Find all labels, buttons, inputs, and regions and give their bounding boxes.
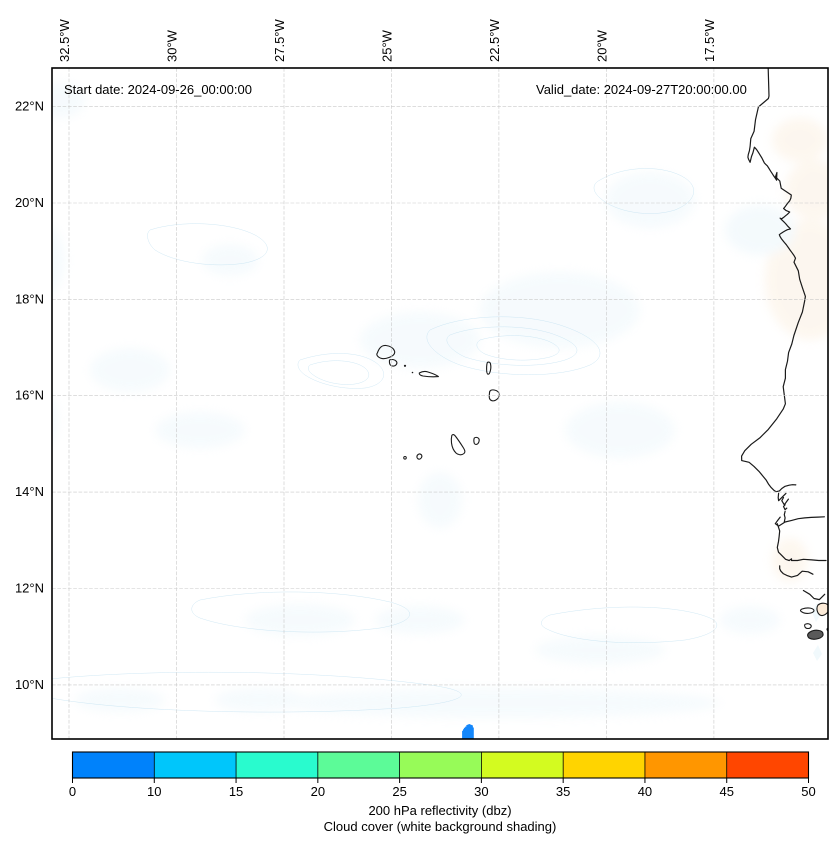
- svg-text:Cloud cover (white background: Cloud cover (white background shading): [324, 819, 557, 834]
- svg-text:17.5°W: 17.5°W: [702, 18, 717, 62]
- svg-text:Start date: 2024-09-26_00:00:0: Start date: 2024-09-26_00:00:00: [64, 82, 252, 97]
- svg-text:200 hPa reflectivity (dbz): 200 hPa reflectivity (dbz): [368, 803, 511, 818]
- svg-text:0: 0: [69, 784, 76, 799]
- svg-text:18°N: 18°N: [15, 291, 44, 306]
- svg-text:45: 45: [719, 784, 733, 799]
- svg-text:20°N: 20°N: [15, 195, 44, 210]
- svg-text:22°N: 22°N: [15, 99, 44, 114]
- svg-text:32.5°W: 32.5°W: [57, 18, 72, 62]
- svg-text:Valid_date: 2024-09-27T20:00:0: Valid_date: 2024-09-27T20:00:00.00: [536, 82, 747, 97]
- svg-text:22.5°W: 22.5°W: [487, 18, 502, 62]
- svg-text:35: 35: [556, 784, 570, 799]
- svg-text:30: 30: [474, 784, 488, 799]
- svg-text:25: 25: [392, 784, 406, 799]
- svg-text:30°W: 30°W: [165, 29, 180, 62]
- svg-text:50: 50: [801, 784, 815, 799]
- svg-text:27.5°W: 27.5°W: [272, 18, 287, 62]
- svg-text:25°W: 25°W: [379, 29, 394, 62]
- svg-text:14°N: 14°N: [15, 484, 44, 499]
- svg-text:15: 15: [229, 784, 243, 799]
- svg-text:10°N: 10°N: [15, 677, 44, 692]
- svg-text:10: 10: [147, 784, 161, 799]
- svg-text:40: 40: [638, 784, 652, 799]
- svg-text:12°N: 12°N: [15, 580, 44, 595]
- svg-text:20°W: 20°W: [594, 29, 609, 62]
- svg-text:20: 20: [311, 784, 325, 799]
- svg-text:16°N: 16°N: [15, 388, 44, 403]
